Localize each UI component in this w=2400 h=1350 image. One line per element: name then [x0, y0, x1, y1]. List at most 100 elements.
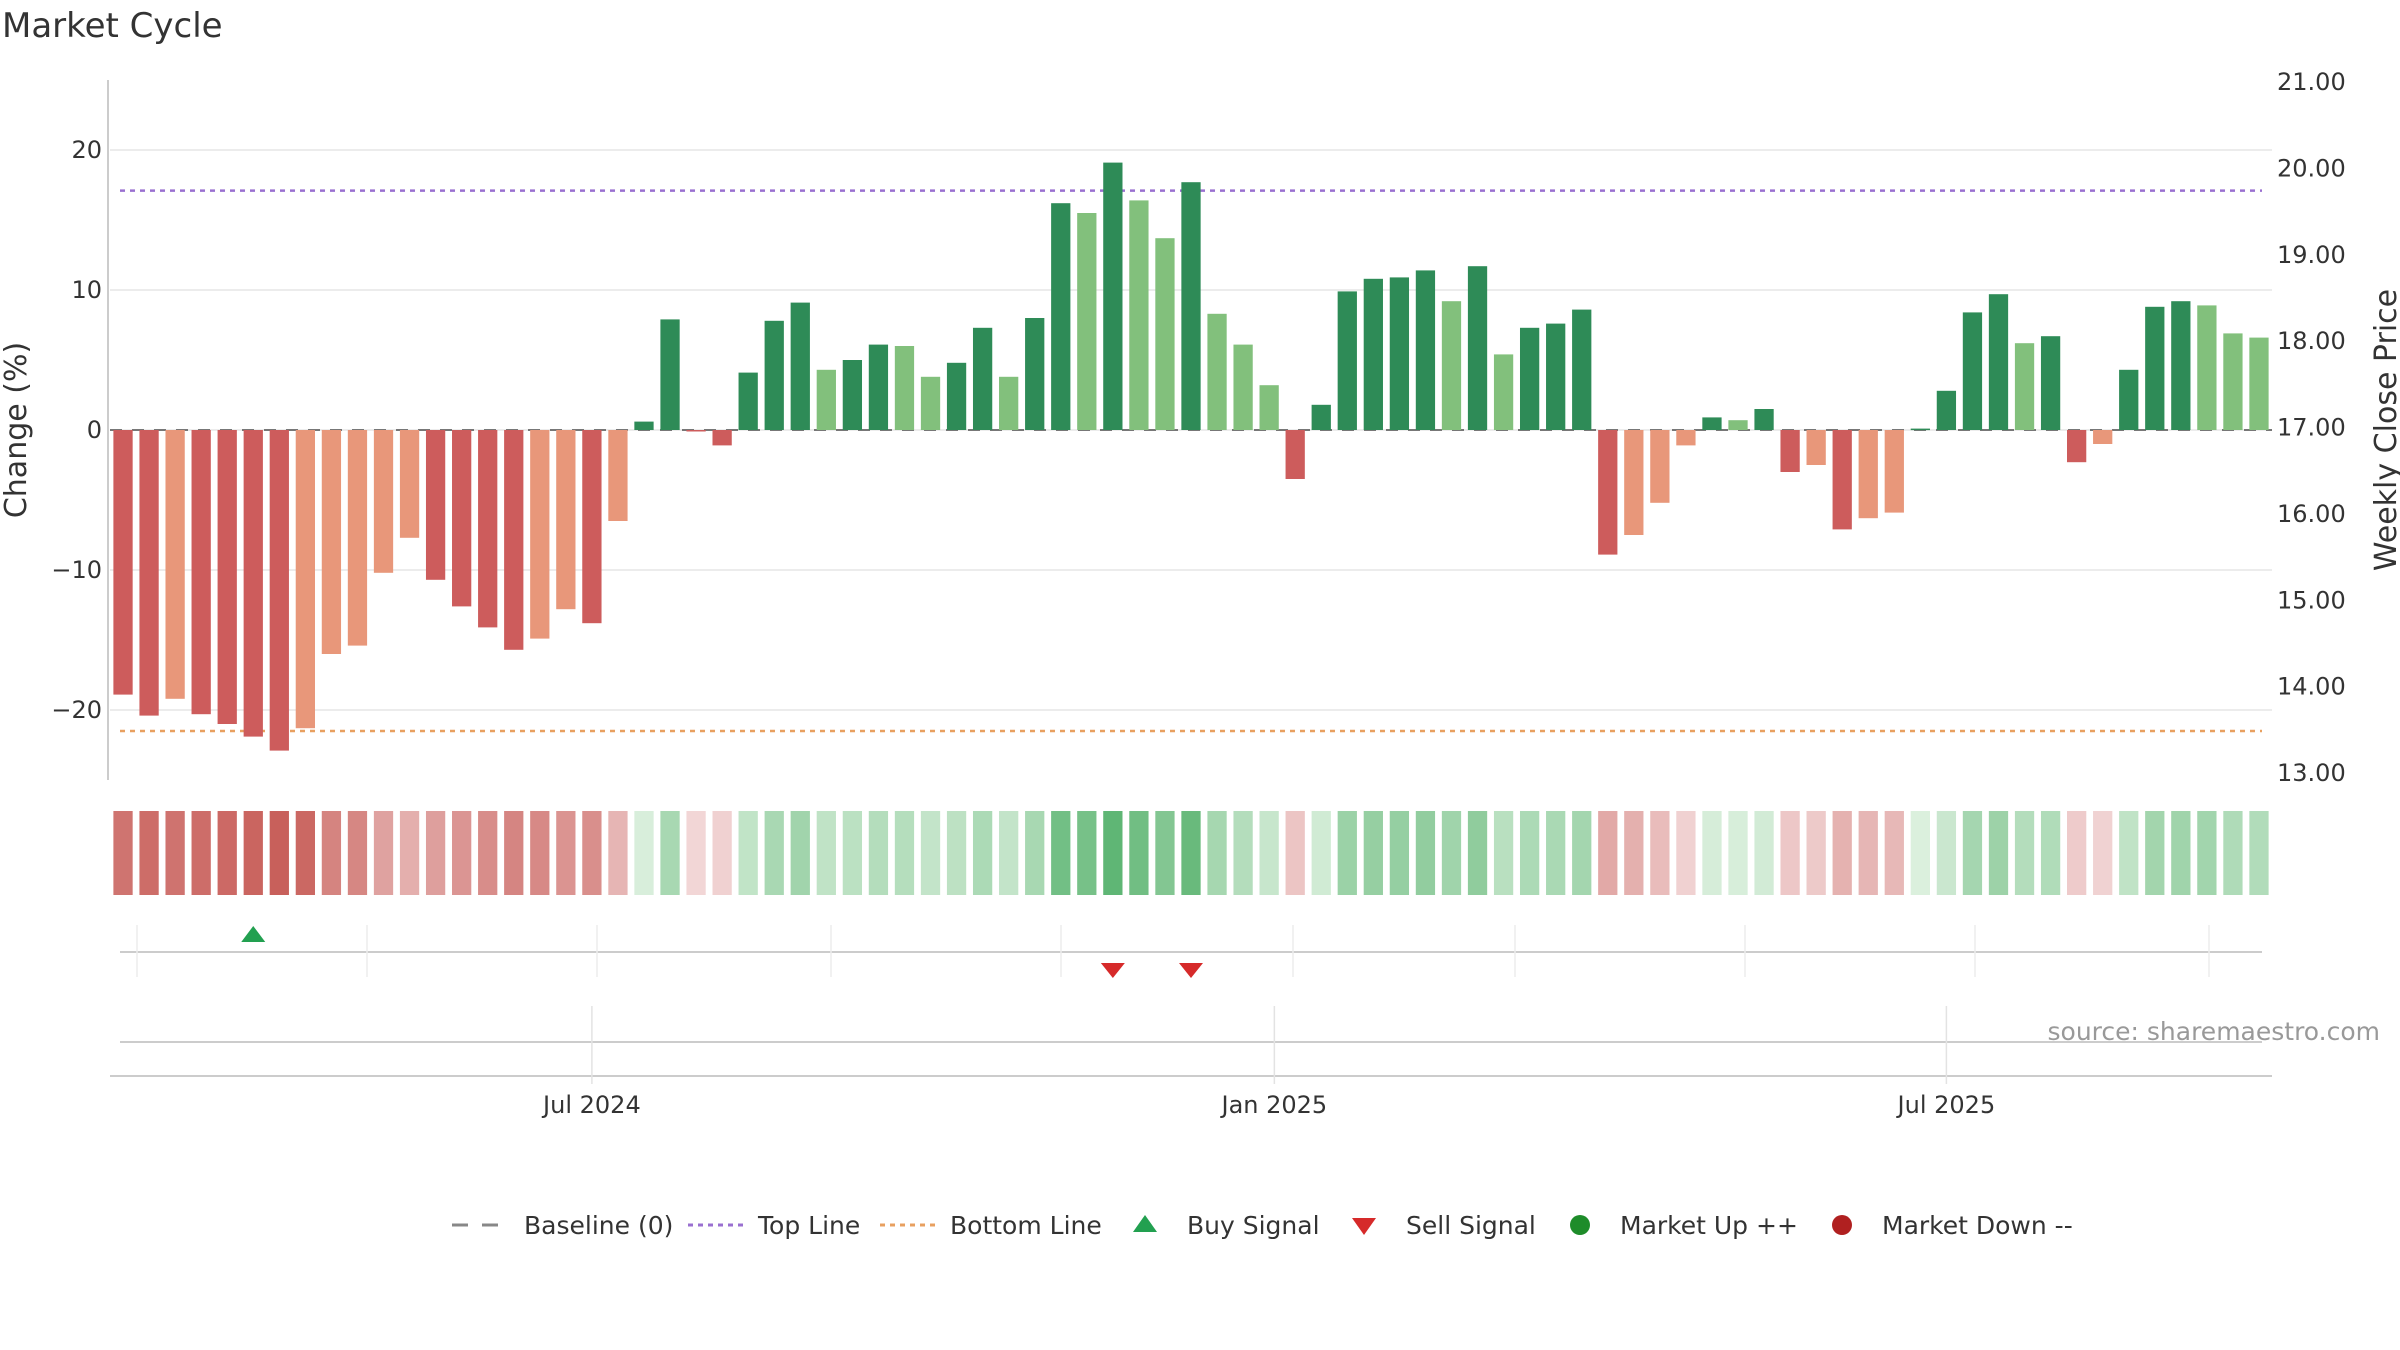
legend-label: Baseline (0) [524, 1211, 673, 1240]
legend-swatch-buy [1133, 1215, 1157, 1232]
bar [920, 376, 941, 430]
bar [530, 430, 550, 639]
bar [1884, 430, 1904, 513]
sell-signal-marker [1100, 963, 1125, 978]
bar [1077, 213, 1097, 430]
bar [1624, 430, 1644, 535]
bar [712, 430, 732, 446]
bar [321, 430, 342, 654]
bar [894, 346, 915, 430]
heat-cell [738, 811, 758, 895]
bar [1598, 430, 1618, 555]
bar [1546, 323, 1566, 430]
y-tick-label: −20 [51, 696, 102, 724]
legend-label: Buy Signal [1187, 1211, 1320, 1240]
heat-cell [113, 811, 133, 895]
y2-tick-label: 13.00 [2277, 759, 2346, 787]
legend-label: Market Down -- [1882, 1211, 2073, 1240]
bar [1676, 430, 1696, 446]
legend-swatch-sell [1352, 1218, 1376, 1235]
bar [1806, 430, 1826, 465]
heat-strip [113, 811, 2269, 895]
heat-cell [295, 811, 315, 895]
bar [243, 430, 263, 737]
heat-cell [1546, 811, 1566, 895]
heat-cell [1519, 811, 1540, 895]
heat-cell [634, 811, 654, 895]
legend-item: Bottom Line [880, 1211, 1102, 1240]
legend-label: Top Line [757, 1211, 860, 1240]
bar [1702, 417, 1722, 430]
heat-cell [2249, 811, 2269, 895]
bar [217, 430, 237, 724]
heat-cell [1051, 811, 1071, 895]
bar [1233, 344, 1253, 430]
heat-cell [1389, 811, 1410, 895]
bar [478, 430, 498, 628]
x-tick-label: Jul 2024 [541, 1091, 641, 1119]
y-axis-title: Change (%) [0, 342, 34, 518]
bar [1728, 420, 1748, 430]
bar [608, 430, 628, 521]
bar [113, 430, 133, 695]
legend-label: Bottom Line [950, 1211, 1102, 1240]
bar [972, 327, 993, 430]
y2-tick-label: 16.00 [2277, 500, 2346, 528]
heat-cell [1988, 811, 2009, 895]
heat-cell [1363, 811, 1383, 895]
bar [1415, 270, 1436, 430]
heat-cell [1103, 811, 1123, 895]
bar [816, 369, 836, 430]
heat-cell [1259, 811, 1279, 895]
heat-cell [373, 811, 394, 895]
heat-cell [321, 811, 342, 895]
bars [113, 162, 2269, 751]
heat-cell [478, 811, 498, 895]
bar [842, 360, 863, 430]
heat-cell [2223, 811, 2243, 895]
bar [1988, 294, 2009, 430]
bar [634, 421, 654, 430]
timeline-strip: Jul 2024 Jan 2025 Jul 2025 source: sharemae… [110, 1006, 2380, 1119]
bar [425, 430, 446, 580]
legend-label: Market Up ++ [1620, 1211, 1798, 1240]
heat-cell [686, 811, 706, 895]
bar [1519, 327, 1540, 430]
y-tick-label: −10 [51, 556, 102, 584]
y2-tick-label: 20.00 [2277, 154, 2346, 182]
y2-tick-label: 21.00 [2277, 68, 2346, 96]
bar [582, 430, 602, 624]
bar [790, 302, 810, 430]
sell-signal-marker [1179, 963, 1203, 978]
heat-cell [1207, 811, 1227, 895]
bar [504, 430, 524, 650]
bar [2197, 305, 2217, 430]
heat-cell [582, 811, 602, 895]
heat-cell [1311, 811, 1331, 895]
heat-cell [894, 811, 915, 895]
heat-cell [1285, 811, 1305, 895]
bar [1311, 404, 1331, 430]
heat-cell [1806, 811, 1826, 895]
bar [1285, 430, 1305, 479]
bar [269, 430, 289, 751]
bar [165, 430, 185, 699]
heat-cell [1572, 811, 1592, 895]
heat-cell [1441, 811, 1462, 895]
y2-axis-title: Weekly Close Price [2369, 289, 2400, 571]
legend-label: Sell Signal [1406, 1211, 1536, 1240]
heat-cell [425, 811, 446, 895]
heat-cell [269, 811, 289, 895]
y-tick-label: 10 [71, 276, 102, 304]
legend-item: Baseline (0) [452, 1211, 673, 1240]
bar [1155, 238, 1175, 430]
legend-swatch-circle [1832, 1215, 1852, 1235]
y2-tick-label: 19.00 [2277, 241, 2346, 269]
heat-cell [217, 811, 237, 895]
bar [1389, 277, 1410, 430]
bar [1337, 291, 1357, 430]
heat-cell [243, 811, 263, 895]
heat-cell [2014, 811, 2035, 895]
bar [1103, 162, 1123, 430]
